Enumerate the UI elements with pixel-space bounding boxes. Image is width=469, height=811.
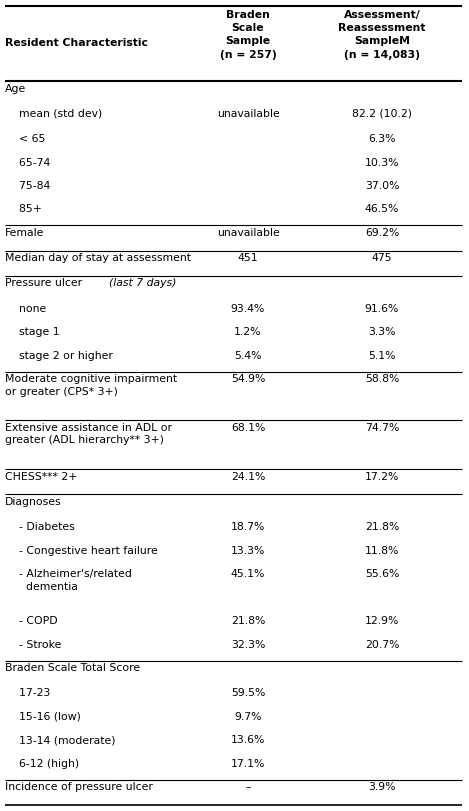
Text: 13-14 (moderate): 13-14 (moderate): [5, 736, 115, 745]
Text: CHESS*** 2+: CHESS*** 2+: [5, 472, 77, 482]
Text: unavailable: unavailable: [217, 109, 280, 118]
Text: - Diabetes: - Diabetes: [5, 522, 75, 532]
Text: 5.4%: 5.4%: [234, 350, 262, 361]
Text: mean (std dev): mean (std dev): [5, 109, 102, 118]
Text: - COPD: - COPD: [5, 616, 58, 626]
Text: Braden
Scale
Sample
(n = 257): Braden Scale Sample (n = 257): [219, 10, 276, 59]
Text: Diagnoses: Diagnoses: [5, 497, 61, 507]
Text: none: none: [5, 304, 46, 314]
Text: 6.3%: 6.3%: [368, 134, 396, 144]
Text: 13.3%: 13.3%: [231, 546, 265, 556]
Text: Median day of stay at assessment: Median day of stay at assessment: [5, 253, 191, 264]
Text: stage 1: stage 1: [5, 328, 60, 337]
Text: 11.8%: 11.8%: [365, 546, 399, 556]
Text: 5.1%: 5.1%: [368, 350, 396, 361]
Text: Pressure ulcer: Pressure ulcer: [5, 278, 86, 289]
Text: 475: 475: [372, 253, 392, 264]
Text: 3.3%: 3.3%: [368, 328, 396, 337]
Text: 21.8%: 21.8%: [231, 616, 265, 626]
Text: Assessment/
Reassessment
SampleM
(n = 14,083): Assessment/ Reassessment SampleM (n = 14…: [338, 10, 426, 59]
Text: 18.7%: 18.7%: [231, 522, 265, 532]
Text: 93.4%: 93.4%: [231, 304, 265, 314]
Text: Female: Female: [5, 228, 45, 238]
Text: (last 7 days): (last 7 days): [109, 278, 176, 289]
Text: 451: 451: [238, 253, 258, 264]
Text: 32.3%: 32.3%: [231, 640, 265, 650]
Text: unavailable: unavailable: [217, 228, 280, 238]
Text: 24.1%: 24.1%: [231, 472, 265, 482]
Text: 45.1%: 45.1%: [231, 569, 265, 579]
Text: 13.6%: 13.6%: [231, 736, 265, 745]
Text: < 65: < 65: [5, 134, 45, 144]
Text: 20.7%: 20.7%: [365, 640, 399, 650]
Text: Braden Scale Total Score: Braden Scale Total Score: [5, 663, 140, 673]
Text: 46.5%: 46.5%: [365, 204, 399, 214]
Text: 3.9%: 3.9%: [368, 783, 396, 792]
Text: Incidence of pressure ulcer: Incidence of pressure ulcer: [5, 783, 153, 792]
Text: 69.2%: 69.2%: [365, 228, 399, 238]
Text: stage 2 or higher: stage 2 or higher: [5, 350, 113, 361]
Text: 55.6%: 55.6%: [365, 569, 399, 579]
Text: 17.2%: 17.2%: [365, 472, 399, 482]
Text: Resident Characteristic: Resident Characteristic: [5, 38, 148, 49]
Text: –: –: [245, 783, 251, 792]
Text: - Congestive heart failure: - Congestive heart failure: [5, 546, 158, 556]
Text: Moderate cognitive impairment
or greater (CPS* 3+): Moderate cognitive impairment or greater…: [5, 374, 177, 397]
Text: 91.6%: 91.6%: [365, 304, 399, 314]
Text: 68.1%: 68.1%: [231, 423, 265, 433]
Text: 12.9%: 12.9%: [365, 616, 399, 626]
Text: 15-16 (low): 15-16 (low): [5, 712, 81, 722]
Text: 17-23: 17-23: [5, 689, 50, 698]
Text: Age: Age: [5, 84, 26, 93]
Text: 54.9%: 54.9%: [231, 374, 265, 384]
Text: 10.3%: 10.3%: [365, 157, 399, 168]
Text: 82.2 (10.2): 82.2 (10.2): [352, 109, 412, 118]
Text: 85+: 85+: [5, 204, 42, 214]
Text: 59.5%: 59.5%: [231, 689, 265, 698]
Text: 65-74: 65-74: [5, 157, 50, 168]
Text: 17.1%: 17.1%: [231, 759, 265, 769]
Text: - Alzheimer's/related
      dementia: - Alzheimer's/related dementia: [5, 569, 132, 591]
Text: 74.7%: 74.7%: [365, 423, 399, 433]
Text: Extensive assistance in ADL or
greater (ADL hierarchy** 3+): Extensive assistance in ADL or greater (…: [5, 423, 172, 445]
Text: 21.8%: 21.8%: [365, 522, 399, 532]
Text: 9.7%: 9.7%: [234, 712, 262, 722]
Text: 37.0%: 37.0%: [365, 181, 399, 191]
Text: 1.2%: 1.2%: [234, 328, 262, 337]
Text: 75-84: 75-84: [5, 181, 50, 191]
Text: 6-12 (high): 6-12 (high): [5, 759, 79, 769]
Text: - Stroke: - Stroke: [5, 640, 61, 650]
Text: 58.8%: 58.8%: [365, 374, 399, 384]
